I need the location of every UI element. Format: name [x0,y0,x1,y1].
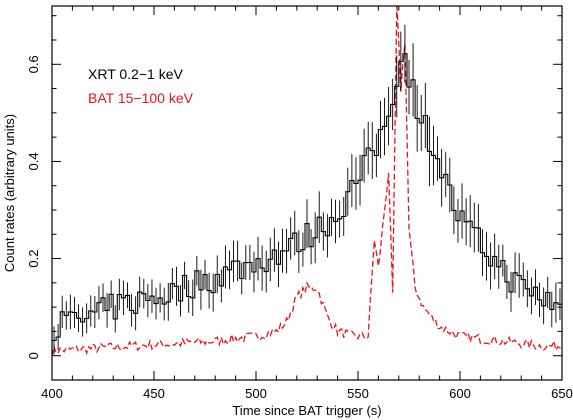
y-tick-label: 0 [26,352,41,359]
series-line-xrt [52,53,562,342]
y-tick-label: 0.2 [26,250,41,268]
series-line-bat [52,6,562,356]
x-tick-label: 550 [347,386,369,401]
y-tick-label: 0.6 [26,55,41,73]
plot-area [52,6,562,356]
x-tick-label: 650 [551,386,573,401]
x-tick-label: 450 [143,386,165,401]
x-axis-label: Time since BAT trigger (s) [232,403,381,418]
plot-frame [51,5,563,381]
plot-content [52,6,562,356]
axis-ticks [51,6,563,381]
y-axis-label: Count rates (arbitrary units) [2,114,17,272]
x-tick-label: 500 [245,386,267,401]
x-tick-label: 600 [449,386,471,401]
tick-labels: 400 450 500 550 600 650 0 0.2 0.4 0.6 [26,55,573,401]
legend-entry-bat: BAT 15−100 keV [88,90,194,106]
y-tick-label: 0.4 [26,152,41,170]
legend-entry-xrt: XRT 0.2−1 keV [88,66,183,82]
x-tick-label: 400 [41,386,63,401]
